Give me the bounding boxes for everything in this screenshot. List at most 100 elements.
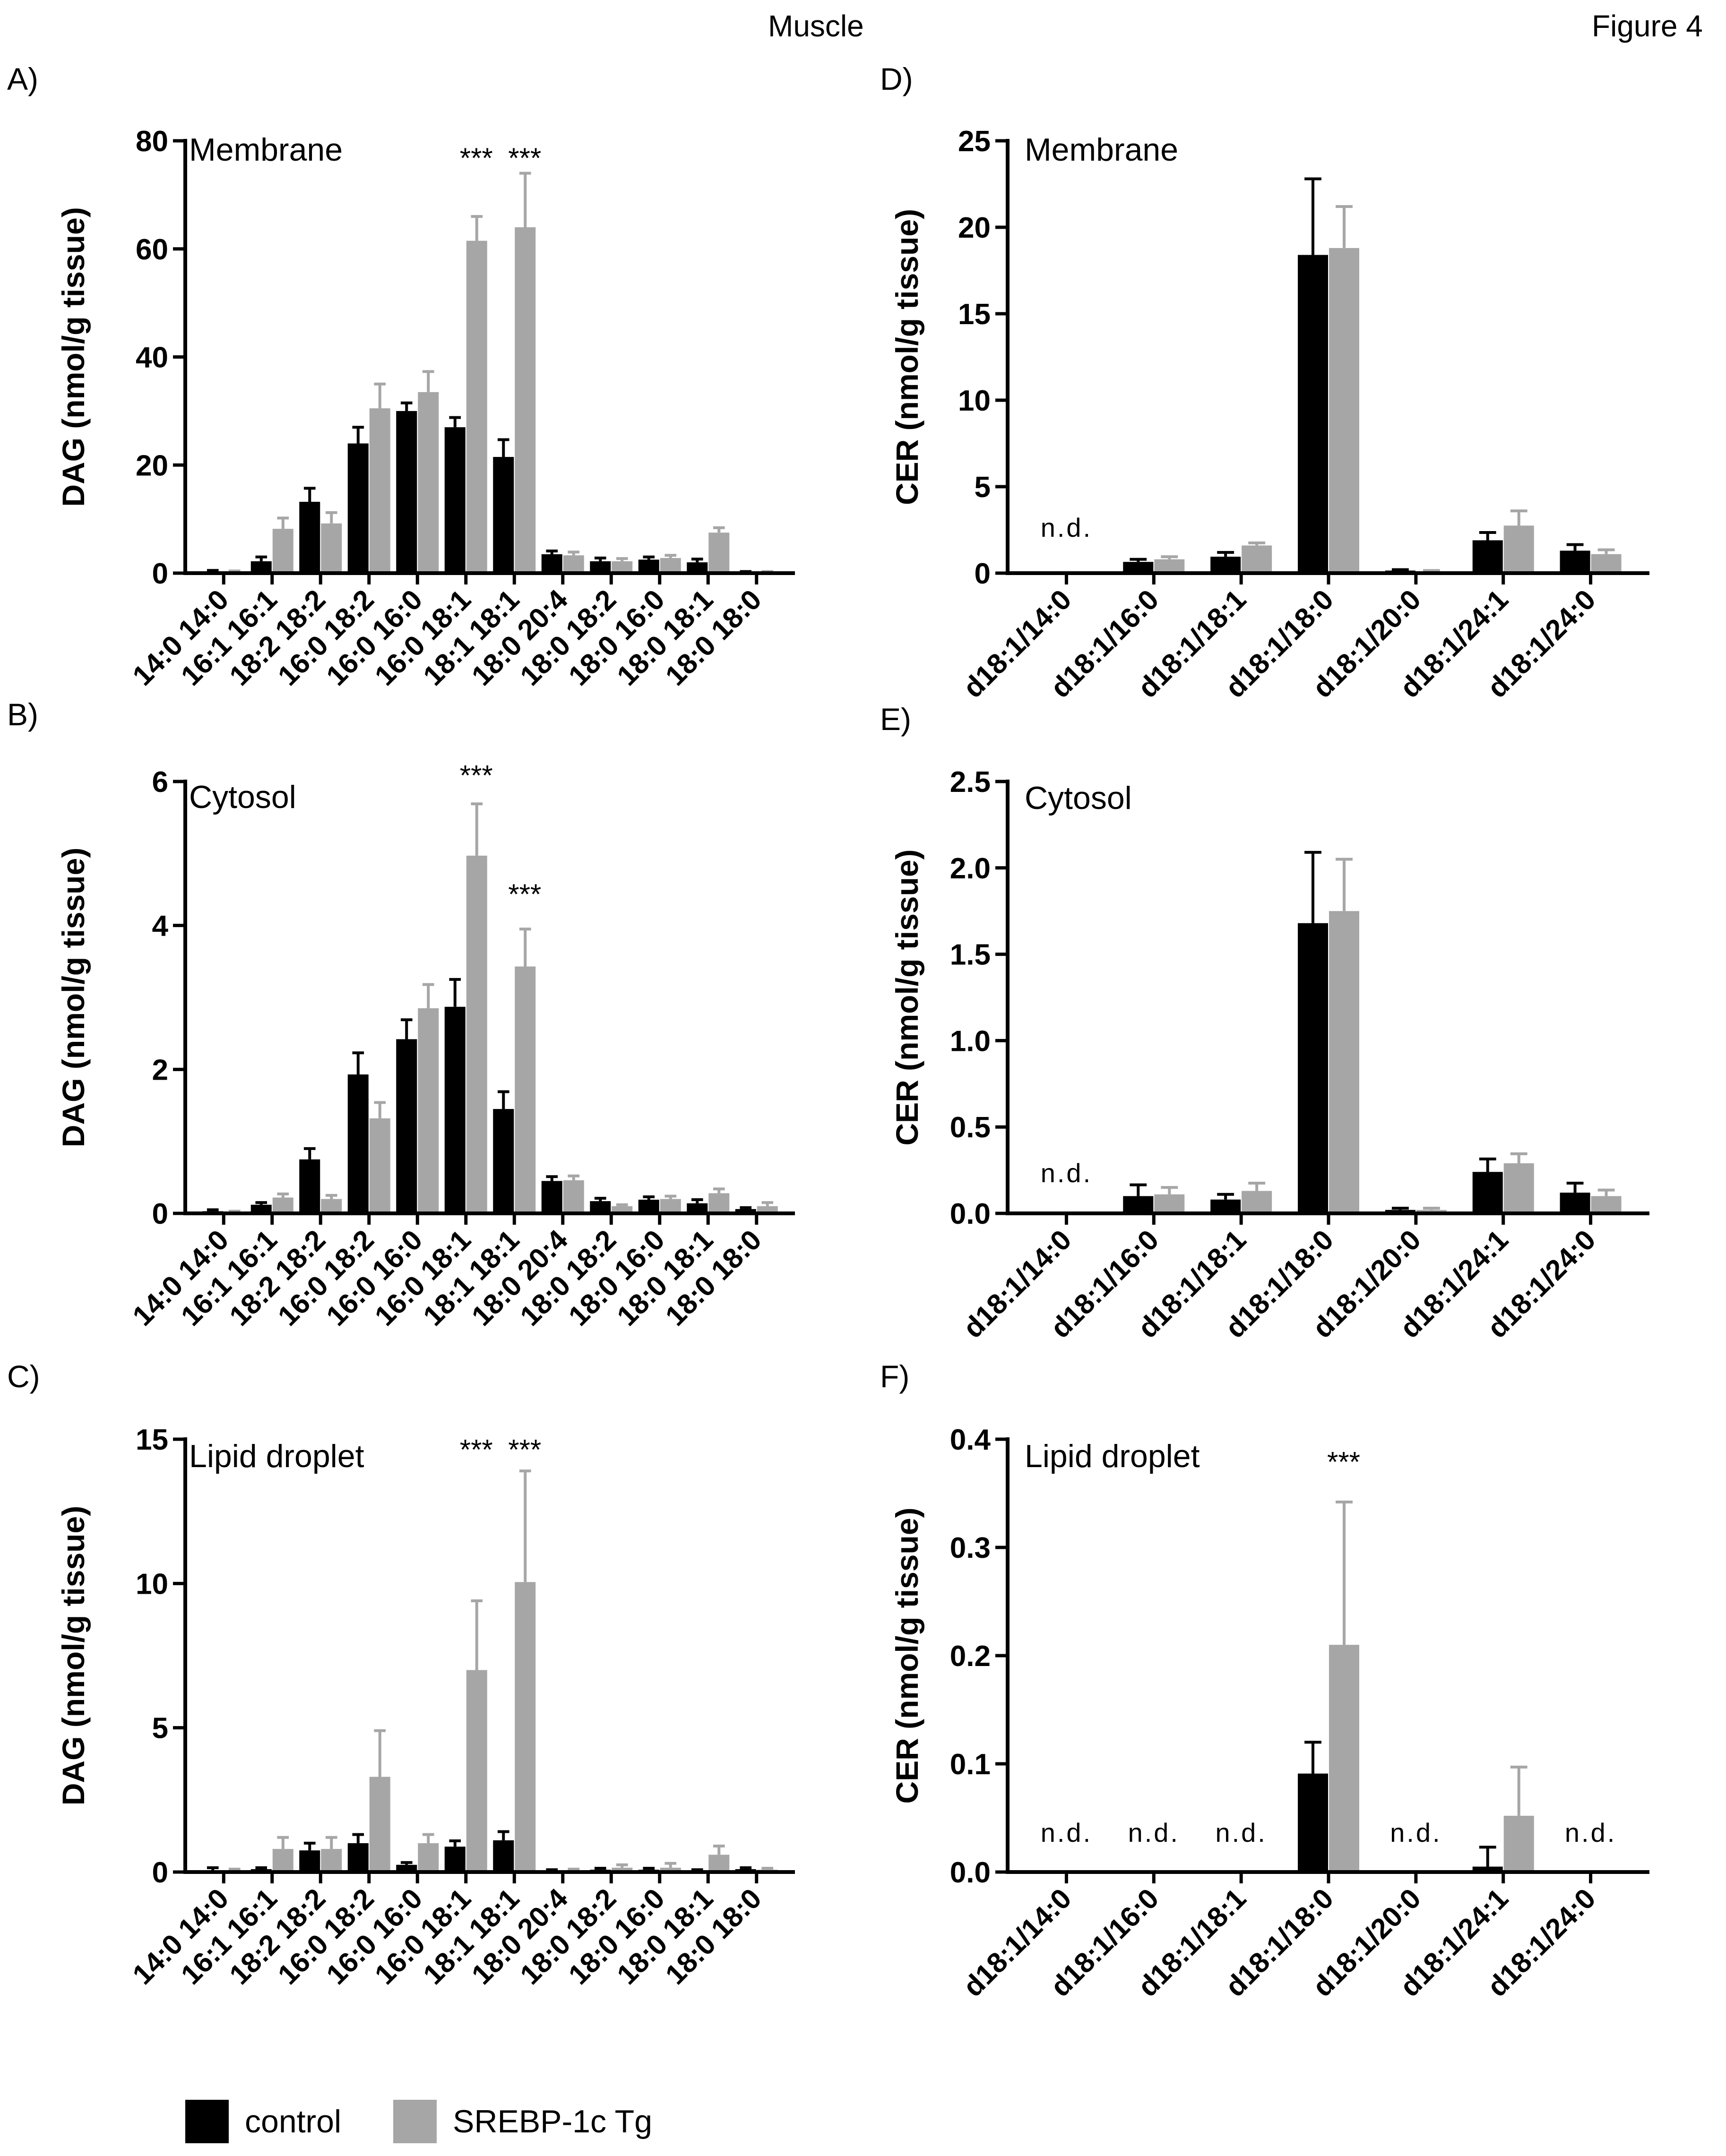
panel-e-label: E) — [880, 702, 911, 737]
panel-a-bar-control-9 — [638, 559, 659, 573]
panel-d-ylabel: CER (nmol/g tissue) — [889, 209, 924, 505]
panel-b-label: B) — [7, 697, 38, 732]
panel-e-bar-control-6 — [1560, 1193, 1590, 1213]
panel-d-ytick-label-5: 25 — [958, 125, 991, 158]
panel-c-subtitle: Lipid droplet — [189, 1438, 364, 1474]
panel-b-subtitle: Cytosol — [189, 779, 296, 815]
panel-a-bar-control-1 — [250, 561, 272, 573]
panel-b-bar-control-10 — [687, 1203, 708, 1213]
panel-b-bar-control-2 — [299, 1159, 320, 1213]
panel-f-nd-label-4: n.d. — [1565, 1818, 1616, 1847]
panel-f-ylabel: CER (nmol/g tissue) — [889, 1507, 924, 1804]
panel-c-bar-srebp-2 — [321, 1849, 342, 1872]
panel-a-subtitle: Membrane — [189, 132, 343, 168]
panel-f-subtitle: Lipid droplet — [1025, 1438, 1200, 1474]
panel-a-ytick-label-0: 0 — [152, 558, 168, 590]
panel-b-bar-control-8 — [590, 1201, 611, 1213]
panel-c-ylabel: DAG (nmol/g tissue) — [56, 1506, 91, 1805]
panel-a-bar-control-2 — [299, 502, 320, 573]
panel-f-bar-control-5 — [1472, 1866, 1503, 1872]
legend-label-control: control — [245, 2104, 342, 2139]
panel-e-bar-srebp-2 — [1242, 1191, 1272, 1213]
panel-c-bar-srebp-3 — [369, 1777, 390, 1872]
panel-a-bar-srebp-2 — [321, 523, 342, 573]
panel-a-bar-srebp-4 — [418, 392, 439, 573]
panel-b-bar-srebp-6 — [515, 966, 536, 1213]
panel-f-bar-srebp-5 — [1503, 1815, 1534, 1872]
panel-b-significance-0: *** — [460, 760, 493, 791]
panel-e-ytick-label-4: 2.0 — [950, 852, 991, 885]
panel-b-significance-1: *** — [508, 878, 541, 910]
panel-e-bar-srebp-6 — [1591, 1196, 1622, 1213]
panel-b-bar-srebp-3 — [369, 1118, 390, 1213]
panel-c-ytick-label-2: 10 — [136, 1568, 168, 1600]
legend-srebp: SREBP-1c Tg — [393, 2100, 652, 2143]
panel-c-bar-srebp-4 — [418, 1843, 439, 1872]
panel-c-bar-srebp-6 — [515, 1582, 536, 1872]
panel-a-bar-srebp-10 — [708, 533, 730, 573]
panel-f-bar-srebp-3 — [1329, 1645, 1359, 1872]
panel-c-significance-1: *** — [508, 1434, 541, 1466]
panel-d-bar-srebp-3 — [1329, 248, 1359, 573]
panel-a-bar-control-4 — [396, 411, 417, 573]
panel-d-bar-control-6 — [1560, 550, 1590, 573]
panel-f-bar-control-3 — [1298, 1773, 1328, 1872]
panel-a-bar-srebp-7 — [563, 555, 584, 573]
panel-b-bar-srebp-9 — [660, 1199, 681, 1213]
panel-d-nd-label-0: n.d. — [1041, 513, 1092, 542]
legend-control: control — [185, 2100, 341, 2143]
panel-b-bar-control-11 — [735, 1209, 756, 1213]
panel-d-bar-control-1 — [1123, 562, 1154, 573]
panel-c-bar-srebp-9 — [660, 1867, 681, 1872]
panel-c-bar-srebp-1 — [272, 1849, 293, 1872]
panel-a-bar-srebp-1 — [272, 529, 293, 573]
panel-e-ytick-label-0: 0.0 — [950, 1198, 991, 1230]
panel-d-ytick-label-2: 10 — [958, 385, 991, 417]
panel-e-bar-control-5 — [1472, 1172, 1503, 1213]
panel-a-bar-control-8 — [590, 561, 611, 573]
panel-d-bar-srebp-6 — [1591, 554, 1622, 573]
panel-e-ylabel: CER (nmol/g tissue) — [889, 849, 924, 1145]
panel-b-ytick-label-2: 4 — [152, 910, 169, 943]
panel-e-ytick-label-2: 1.0 — [950, 1025, 991, 1057]
panel-e-ytick-label-1: 0.5 — [950, 1111, 991, 1144]
legend-label-srebp: SREBP-1c Tg — [453, 2104, 653, 2139]
panel-c-ytick-label-0: 0 — [152, 1856, 168, 1889]
panel-d-bar-srebp-5 — [1503, 525, 1534, 573]
panel-b-ytick-label-1: 2 — [152, 1054, 168, 1086]
panel-d-bar-control-3 — [1298, 255, 1328, 573]
panel-a-bar-control-6 — [493, 457, 514, 573]
panel-a-ytick-label-3: 60 — [136, 233, 168, 266]
panel-a-bar-srebp-6 — [515, 227, 536, 573]
panel-d-subtitle: Membrane — [1025, 132, 1178, 168]
panel-e-nd-label-0: n.d. — [1041, 1158, 1092, 1188]
panel-b-bar-control-4 — [396, 1039, 417, 1213]
panel-b-ytick-label-0: 0 — [152, 1198, 168, 1230]
panel-f-ytick-label-2: 0.2 — [950, 1640, 991, 1673]
panel-a-bar-srebp-3 — [369, 408, 390, 573]
panel-e-bar-srebp-1 — [1154, 1194, 1185, 1213]
panel-e-bar-control-1 — [1123, 1196, 1154, 1213]
panel-e-ytick-label-3: 1.5 — [950, 939, 991, 971]
panel-f-ytick-label-0: 0.0 — [950, 1856, 991, 1889]
panel-d-label: D) — [880, 61, 913, 96]
panel-b-bar-srebp-10 — [708, 1193, 730, 1213]
panel-b-bar-srebp-4 — [418, 1008, 439, 1213]
panel-f-nd-label-1: n.d. — [1128, 1818, 1180, 1847]
panel-e-ytick-label-5: 2.5 — [950, 766, 991, 799]
panel-d-ytick-label-0: 0 — [975, 558, 991, 590]
panel-b-bar-srebp-5 — [466, 855, 487, 1213]
panel-a-label: A) — [7, 61, 38, 96]
panel-f-ytick-label-4: 0.4 — [950, 1424, 991, 1456]
panel-e-bar-srebp-5 — [1503, 1163, 1534, 1213]
panel-c-bar-srebp-10 — [708, 1855, 730, 1872]
panel-c-bar-srebp-5 — [466, 1670, 487, 1872]
panel-f-ytick-label-3: 0.3 — [950, 1532, 991, 1564]
panel-b-bar-control-7 — [541, 1181, 562, 1213]
panel-b-bar-control-1 — [250, 1204, 272, 1213]
panel-e-subtitle: Cytosol — [1025, 780, 1132, 816]
panel-b-ylabel: DAG (nmol/g tissue) — [56, 848, 91, 1147]
panel-c-bar-control-6 — [493, 1840, 514, 1872]
panel-e-bar-control-3 — [1298, 923, 1328, 1213]
